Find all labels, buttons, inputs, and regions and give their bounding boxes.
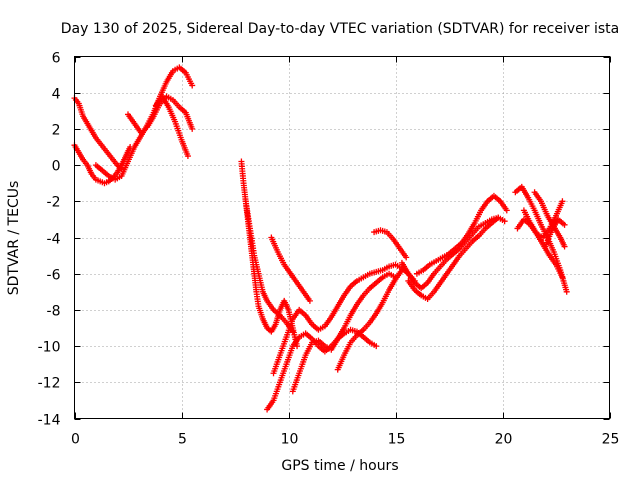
data-point bbox=[189, 82, 196, 89]
series-track-k bbox=[289, 270, 399, 395]
data-point bbox=[373, 343, 380, 350]
y-tick-labels: -14 -12 -10 -8 -6 -4 -2 0 2 4 6 bbox=[38, 51, 61, 429]
y-tick-label: -8 bbox=[47, 304, 61, 320]
series-track-e bbox=[152, 93, 191, 160]
y-tick-label: 2 bbox=[52, 123, 61, 139]
data-point bbox=[137, 129, 144, 136]
series-track-a bbox=[71, 95, 125, 172]
x-tick-labels: 0 5 10 15 20 25 bbox=[71, 432, 619, 448]
grid bbox=[74, 56, 610, 419]
data-point bbox=[501, 218, 508, 225]
series-track-v bbox=[542, 216, 568, 250]
y-tick-label: 4 bbox=[52, 87, 61, 103]
data-point bbox=[306, 297, 313, 304]
data-point bbox=[559, 274, 566, 281]
data-point bbox=[495, 214, 502, 221]
y-tick-label: -6 bbox=[47, 268, 61, 284]
x-tick-label: 15 bbox=[388, 432, 406, 448]
series-track-m bbox=[268, 234, 313, 304]
data-point bbox=[189, 125, 196, 132]
data-points bbox=[71, 64, 570, 413]
y-tick-label: 0 bbox=[52, 159, 61, 175]
data-point bbox=[561, 221, 568, 228]
series-track-f bbox=[125, 111, 144, 136]
data-point bbox=[403, 254, 410, 261]
series-track-j bbox=[270, 261, 418, 377]
x-tick-label: 25 bbox=[602, 432, 620, 448]
series-track-i bbox=[264, 326, 380, 413]
y-tick-label: -10 bbox=[38, 340, 61, 356]
data-point bbox=[561, 243, 568, 250]
x-tick-label: 5 bbox=[178, 432, 187, 448]
x-tick-label: 0 bbox=[71, 432, 80, 448]
series-track-p bbox=[405, 214, 502, 303]
series-track-c bbox=[92, 64, 196, 183]
series-track-l bbox=[334, 267, 405, 373]
y-axis-label: SDTVAR / TECUs bbox=[6, 181, 22, 296]
data-point bbox=[559, 198, 566, 205]
plot-frame bbox=[74, 56, 610, 419]
series-track-b bbox=[71, 142, 134, 187]
x-tick-label: 10 bbox=[281, 432, 299, 448]
y-tick-label: -12 bbox=[38, 376, 61, 392]
data-point bbox=[289, 328, 296, 335]
y-tick-label: -4 bbox=[47, 232, 61, 248]
axis-ticks bbox=[74, 56, 611, 420]
data-point bbox=[503, 207, 510, 214]
y-tick-label: -2 bbox=[47, 195, 61, 211]
y-tick-label: -14 bbox=[38, 413, 61, 429]
series-track-q bbox=[413, 192, 510, 277]
y-tick-label: 6 bbox=[52, 51, 61, 67]
x-axis-label: GPS time / hours bbox=[281, 458, 398, 474]
series-track-s bbox=[514, 216, 566, 281]
data-point bbox=[563, 288, 570, 295]
x-tick-label: 20 bbox=[495, 432, 513, 448]
data-point bbox=[184, 153, 191, 160]
series-track-n bbox=[371, 227, 410, 261]
chart-title: Day 130 of 2025, Sidereal Day-to-day VTE… bbox=[61, 21, 619, 37]
